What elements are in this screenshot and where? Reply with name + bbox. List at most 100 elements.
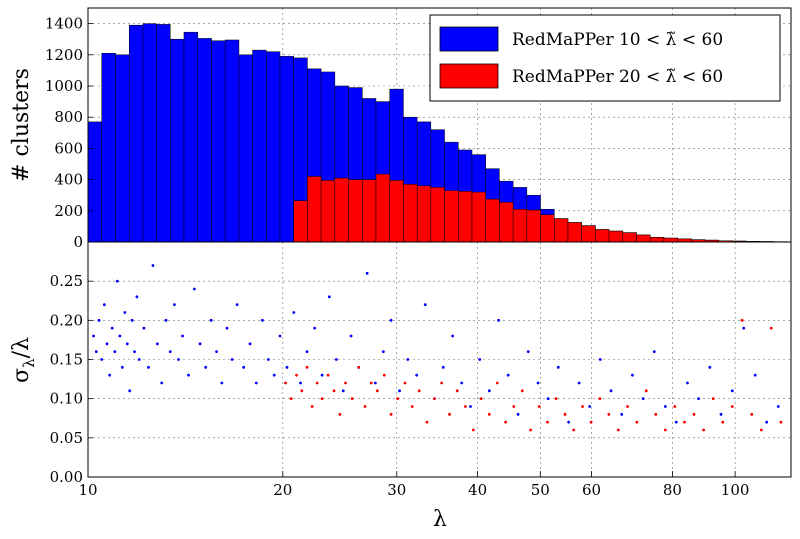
scatter-point-red [740,318,744,322]
scatter-point-red [410,405,414,408]
scatter-point-blue [487,389,491,393]
histogram-bar-red [334,177,349,243]
histogram-y-tick-label: 1400 [45,15,83,33]
scatter-point-red [769,326,773,330]
histogram-bar-blue [128,24,144,243]
scatter-x-tick-label: 60 [582,481,601,499]
histogram-bar-blue [87,121,102,243]
histogram-bar-blue [224,39,240,243]
scatter-point-blue [753,373,757,377]
scatter-point-red [635,420,639,424]
legend: RedMaPPer 10 < λ̃ < 60 RedMaPPer 20 < λ̃… [429,14,781,102]
histogram-bar-red [649,237,665,243]
histogram-bar-blue [238,54,253,243]
scatter-point-red [546,420,549,424]
scatter-point-blue [130,318,134,322]
histogram-bar-blue [279,56,294,243]
scatter-point-blue [135,295,139,299]
scatter-point-blue [204,365,208,369]
histogram-bar-blue [183,31,199,243]
scatter-point-blue [261,318,264,322]
histogram-y-tick-label: 1200 [45,46,83,64]
histogram-y-tick-label: 200 [54,202,83,220]
scatter-point-blue [192,287,196,291]
scatter-y-tick-label: 0.00 [50,468,83,486]
scatter-point-blue [674,420,678,424]
histogram-bar-red [553,218,569,243]
histogram-bar-red [403,184,418,243]
scatter-point-red [512,405,516,408]
scatter-point-red [305,365,309,369]
scatter-point-red [463,405,467,408]
scatter-point-blue [776,405,780,408]
scatter-point-blue [381,350,385,354]
scatter-point-blue [415,373,419,377]
scatter-point-blue [349,334,353,338]
histogram-bar-red [375,173,390,243]
scatter-panel: 0.000.050.100.150.200.25 10 20 30 40 50 60 80 1… [9,241,792,532]
histogram-bar-red [622,232,637,243]
scatter-point-blue [160,381,164,385]
scatter-point-red [537,405,541,408]
scatter-point-blue [313,326,317,330]
histogram-bar-blue [197,38,212,243]
histogram-bar-red [416,185,432,243]
scatter-x-tick-label: 50 [531,481,550,499]
scatter-point-blue [497,318,500,322]
scatter-point-red [563,412,567,416]
scatter-point-red [332,389,336,393]
scatter-point-red [589,420,593,424]
histogram-bar-blue [115,54,130,243]
scatter-point-blue [460,381,464,385]
scatter-point-blue [173,303,176,307]
scatter-point-red [598,397,602,401]
scatter-point-red [644,389,648,393]
scatter-point-red [289,397,293,401]
histogram-y-tick-label: 1000 [45,77,83,95]
scatter-point-blue [198,342,202,346]
histogram-bar-red [526,209,541,243]
scatter-x-tick-label: 20 [273,481,292,499]
scatter-points [92,264,783,432]
scatter-point-red [721,420,725,424]
scatter-point-red [295,373,298,377]
scatter-x-tick-label: 40 [468,481,487,499]
scatter-point-blue [631,373,634,377]
scatter-point-red [375,389,379,393]
scatter-point-red [572,428,576,432]
scatter-point-blue [133,350,136,354]
histogram-y-tick-label: 600 [54,139,83,157]
histogram-bar-red [307,176,322,243]
scatter-frame [87,241,792,478]
histogram-bar-blue [101,52,116,243]
scatter-point-blue [123,311,127,314]
scatter-point-blue [128,389,132,393]
histogram-bar-red [458,191,473,243]
scatter-point-blue [588,405,592,408]
scatter-point-red [581,405,584,408]
histogram-bar-blue [211,40,226,243]
scatter-point-blue [478,358,482,361]
histogram-bar-red [320,180,336,243]
scatter-point-blue [97,318,101,322]
scatter-point-blue [235,303,239,307]
histogram-bar-red [444,190,459,243]
histogram-bar-red [608,230,624,243]
scatter-point-red [382,373,386,377]
histogram-y-tick-label: 0 [73,233,83,251]
histogram-bar-red [567,222,582,243]
scatter-point-blue [147,365,150,369]
scatter-point-blue [285,365,289,369]
scatter-point-red [440,381,444,385]
scatter-point-blue [652,350,656,354]
scatter-point-red [479,397,483,401]
histogram-bar-blue [142,23,157,243]
scatter-point-red [448,412,451,416]
scatter-point-red [320,397,324,401]
scatter-point-blue [254,381,258,385]
histogram-bar-red [348,179,363,243]
scatter-point-red [683,420,686,424]
histogram-bar-red [595,229,610,243]
scatter-x-tick-label: 30 [387,481,406,499]
